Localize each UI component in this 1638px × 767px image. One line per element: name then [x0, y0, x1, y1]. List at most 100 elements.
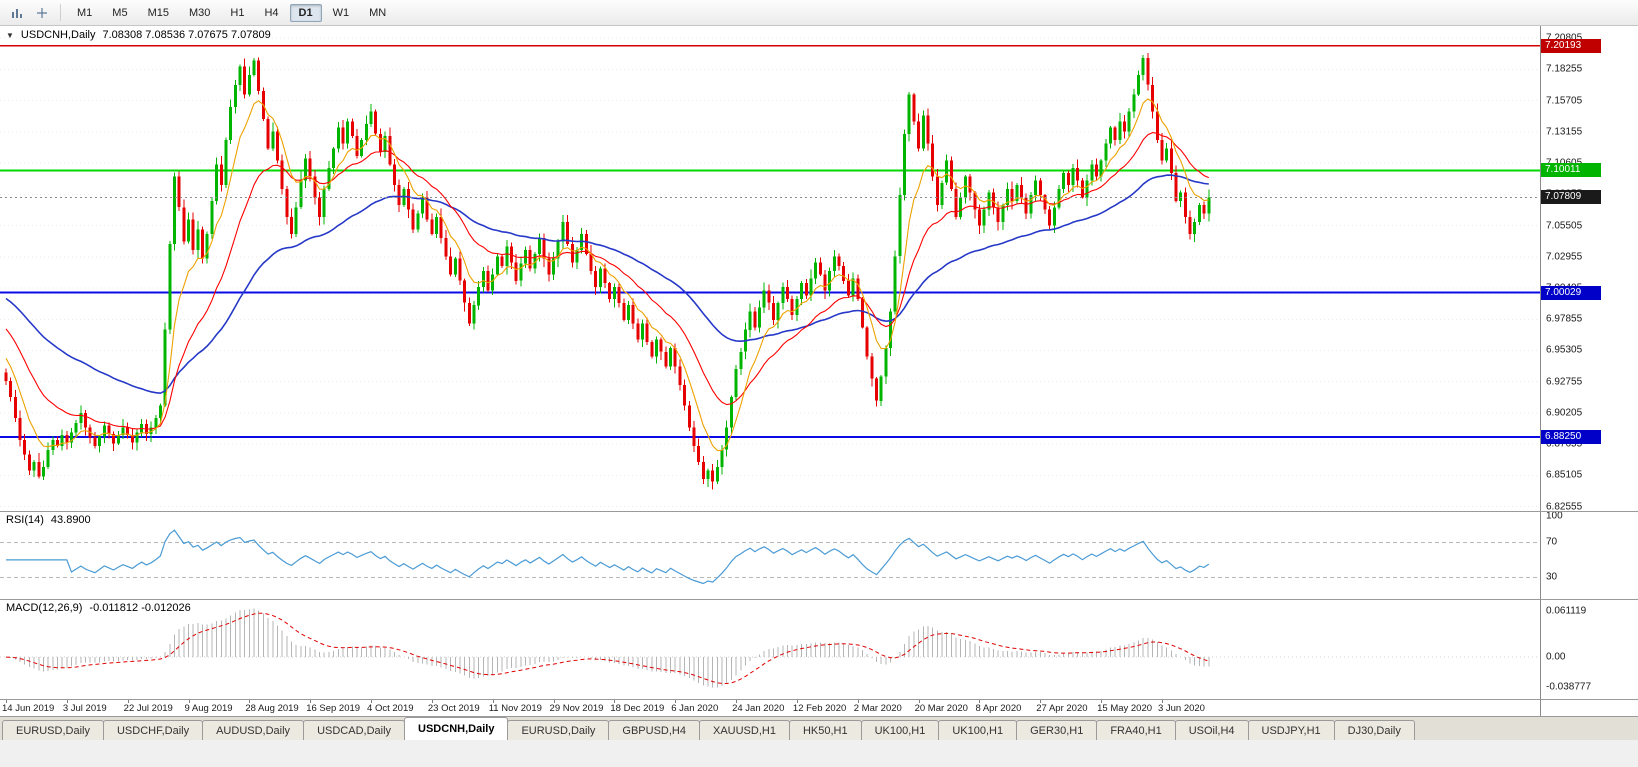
macd-scale-tick: 0.061119	[1546, 605, 1587, 617]
macd-scale-tick: 0.00	[1546, 651, 1566, 663]
time-axis-label: 27 Apr 2020	[1036, 703, 1088, 714]
price-scale-tick: 7.15705	[1546, 95, 1583, 107]
macd-scale-tick: -0.038777	[1546, 681, 1592, 693]
chart-tab-dj30-daily[interactable]: DJ30,Daily	[1333, 720, 1415, 740]
time-axis-tick	[127, 700, 129, 703]
rsi-panel: RSI(14) 43.8900 100 70 30	[0, 512, 1638, 600]
crosshair-glyph	[37, 7, 47, 18]
price-scale-tick: 6.95305	[1546, 344, 1583, 356]
chart-tab-gbpusd-h4[interactable]: GBPUSD,H4	[608, 720, 700, 740]
chart-tab-usoil-h4[interactable]: USOil,H4	[1174, 720, 1249, 740]
bar-chart-glyph	[11, 8, 22, 18]
bottom-filler	[0, 740, 1638, 767]
time-axis-tick	[492, 700, 494, 703]
crosshair-icon[interactable]	[30, 3, 54, 23]
time-axis-tick	[431, 700, 433, 703]
timeframes-toolbar: M1 M5 M15 M30 H1 H4 D1 W1 MN	[0, 0, 1638, 26]
timeframe-button-m15[interactable]: M15	[147, 6, 169, 19]
time-axis-tick	[675, 700, 677, 703]
macd-name: MACD(12,26,9)	[6, 602, 83, 614]
timeframe-button-d1[interactable]: D1	[289, 3, 322, 22]
timeframe-button-h1[interactable]: H1	[230, 6, 245, 19]
time-axis-label: 12 Feb 2020	[792, 703, 847, 714]
price-scale-tick: 6.97855	[1546, 313, 1583, 325]
chart-tab-xauusd-h1[interactable]: XAUUSD,H1	[698, 720, 790, 740]
chart-tab-uk100-h1[interactable]: UK100,H1	[860, 720, 940, 740]
price-scale-tick: 7.13155	[1546, 126, 1583, 138]
time-axis-label: 24 Jan 2020	[732, 703, 785, 714]
timeframe-button-mn[interactable]: MN	[369, 6, 387, 19]
time-axis-label: 9 Aug 2019	[184, 703, 233, 714]
price-level-box: 7.20193	[1541, 38, 1601, 53]
time-axis-label: 20 Mar 2020	[914, 703, 968, 714]
time-axis-label: 2 Mar 2020	[853, 703, 902, 714]
rsi-scale[interactable]: 100 70 30	[1540, 512, 1638, 599]
time-axis-tick	[918, 700, 920, 703]
rsi-name: RSI(14)	[6, 514, 44, 526]
time-axis-label: 16 Sep 2019	[306, 703, 361, 714]
chart-tab-audusd-daily[interactable]: AUDUSD,Daily	[202, 720, 305, 740]
time-axis-tick	[1040, 700, 1042, 703]
time-axis-tick	[979, 700, 981, 703]
time-axis[interactable]: 14 Jun 2019 3 Jul 2019 22 Jul 2019 9 Aug 20…	[0, 700, 1638, 716]
chart-tabs-bar: EURUSD,Daily USDCHF,Daily AUDUSD,Daily USDC…	[0, 716, 1638, 740]
time-axis-tick	[796, 700, 798, 703]
timeframe-button-m30[interactable]: M30	[188, 6, 211, 19]
price-scale[interactable]: 7.208057.182557.157057.131557.106057.080…	[1540, 26, 1638, 511]
time-axis-tick	[66, 700, 68, 703]
chart-tab-usdcnh-daily[interactable]: USDCNH,Daily	[404, 717, 509, 740]
bar-chart-icon[interactable]	[5, 3, 29, 23]
time-axis-tick	[188, 700, 190, 703]
rsi-label: RSI(14) 43.8900	[6, 514, 91, 526]
time-axis-tick	[857, 700, 859, 703]
candlestick-chart[interactable]	[0, 26, 1540, 511]
time-axis-corner	[1540, 700, 1638, 716]
rsi-chart[interactable]	[0, 512, 1540, 599]
price-scale-tick: 6.85105	[1546, 469, 1583, 481]
chart-tab-hk50-h1[interactable]: HK50,H1	[788, 720, 862, 740]
time-axis-tick	[553, 700, 555, 703]
time-axis-tick	[6, 700, 7, 703]
time-axis-label: 14 Jun 2019	[2, 703, 55, 714]
time-axis-label: 6 Jan 2020	[671, 703, 719, 714]
chart-tab-usdjpy-h1[interactable]: USDJPY,H1	[1247, 720, 1335, 740]
time-axis-label: 15 May 2020	[1097, 703, 1153, 714]
chart-tab-eurusd-daily[interactable]: EURUSD,Daily	[507, 720, 610, 740]
time-axis-label: 29 Nov 2019	[549, 703, 604, 714]
chart-tab-usdchf-daily[interactable]: USDCHF,Daily	[102, 720, 204, 740]
symbol-period-label: USDCNH,Daily	[20, 29, 96, 41]
chart-tab-ger30-h1[interactable]: GER30,H1	[1016, 720, 1098, 740]
time-axis-label: 4 Oct 2019	[367, 703, 414, 714]
timeframe-button-m1[interactable]: M1	[77, 6, 93, 19]
macd-scale[interactable]: 0.061119 0.00 -0.038777	[1540, 600, 1638, 699]
time-axis-label: 3 Jun 2020	[1157, 703, 1205, 714]
price-scale-tick: 7.20805	[1546, 33, 1582, 44]
rsi-scale-tick: 100	[1546, 512, 1563, 522]
price-scale-tick: 6.90205	[1546, 407, 1583, 419]
chart-tab-eurusd-daily[interactable]: EURUSD,Daily	[2, 720, 104, 740]
timeframe-button-h4[interactable]: H4	[264, 6, 279, 19]
rsi-value: 43.8900	[50, 514, 91, 526]
price-scale-tick: 6.82555	[1546, 501, 1583, 512]
price-scale-tick: 6.92755	[1546, 376, 1583, 388]
price-level-box: 7.10011	[1541, 163, 1601, 178]
chart-tab-usdcad-daily[interactable]: USDCAD,Daily	[303, 720, 406, 740]
collapse-arrow-icon[interactable]: ▼	[6, 30, 14, 40]
price-scale-tick: 7.18255	[1546, 63, 1583, 75]
macd-values: -0.011812 -0.012026	[89, 602, 191, 614]
time-axis-tick	[736, 700, 738, 703]
time-axis-tick	[614, 700, 616, 703]
chart-tab-uk100-h1[interactable]: UK100,H1	[938, 720, 1018, 740]
chart-tab-fra40-h1[interactable]: FRA40,H1	[1096, 720, 1176, 740]
time-axis-tick	[310, 700, 312, 703]
time-axis-tick	[1161, 700, 1163, 703]
rsi-scale-tick: 30	[1546, 571, 1558, 583]
timeframe-button-m5[interactable]: M5	[112, 6, 128, 19]
time-axis-label: 28 Aug 2019	[245, 703, 299, 714]
timeframe-button-w1[interactable]: W1	[332, 6, 350, 19]
time-axis-label: 11 Nov 2019	[488, 703, 542, 714]
chart-title: ▼ USDCNH,Daily 7.08308 7.08536 7.07675 7…	[6, 29, 271, 41]
macd-chart[interactable]	[0, 600, 1540, 699]
price-scale-tick: 7.05505	[1546, 220, 1583, 232]
